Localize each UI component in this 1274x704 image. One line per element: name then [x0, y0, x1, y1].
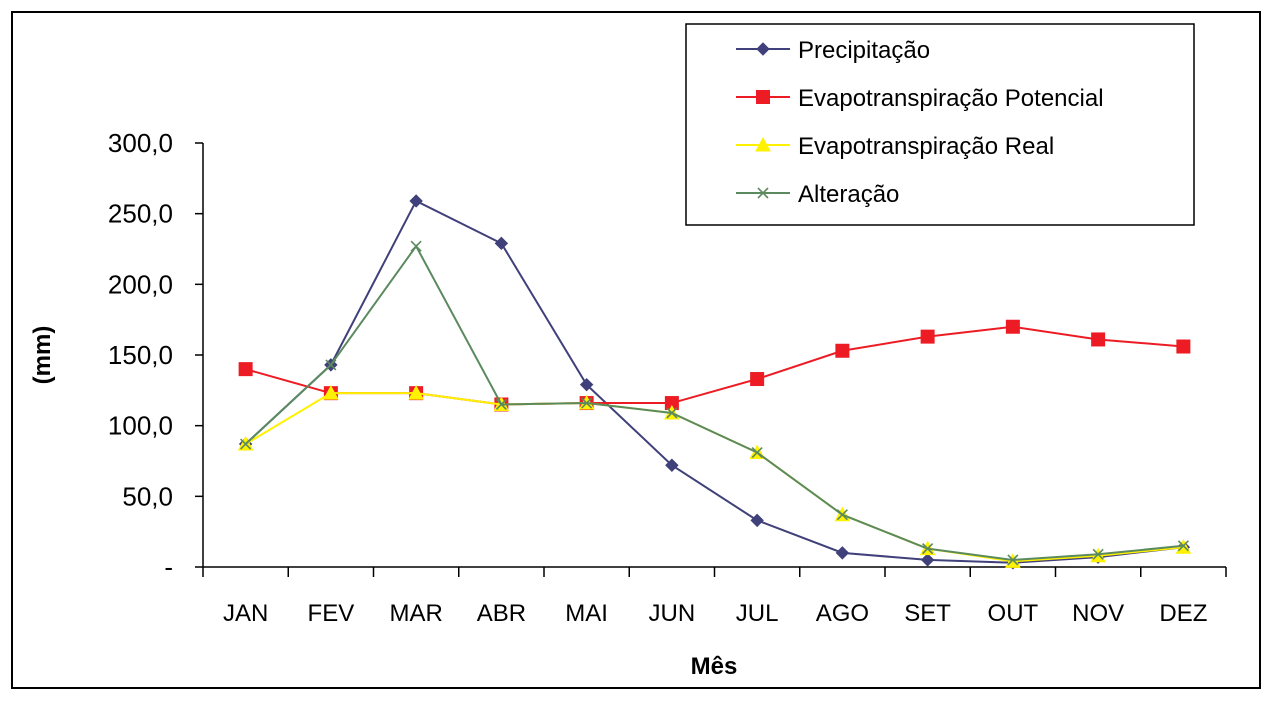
data-point: [409, 194, 423, 208]
x-tick-label: JAN: [223, 600, 268, 627]
data-point: [1005, 319, 1020, 334]
x-tick-label: MAI: [565, 600, 608, 627]
data-point: [835, 546, 850, 560]
data-point: [750, 513, 764, 528]
legend-item: Precipitação: [736, 37, 930, 64]
legend: Precipitação Evapotranspiração Potencial E…: [736, 37, 1104, 208]
x-marker-stroke: [757, 187, 769, 199]
data-point: [410, 240, 422, 252]
x-tick-label: SET: [904, 600, 951, 627]
x-marker-stroke: [1092, 548, 1104, 560]
data-point: [581, 397, 593, 409]
x-tick-label: MAR: [389, 600, 442, 627]
data-point: [750, 372, 765, 387]
data-point: [1176, 339, 1191, 354]
x-tick-label: AGO: [816, 600, 869, 627]
y-tick-label: 300,0: [108, 128, 173, 158]
data-point: [920, 329, 935, 344]
x-marker-stroke: [836, 509, 848, 521]
x-marker-stroke: [1007, 554, 1019, 566]
data-point: [1091, 332, 1106, 347]
y-tick-label: 100,0: [108, 411, 173, 441]
x-marker-stroke: [751, 446, 763, 459]
data-point: [836, 509, 848, 521]
legend-item: Alteração: [736, 181, 899, 208]
data-point: [579, 377, 594, 392]
data-point: [325, 359, 337, 371]
x-tick-label: JUL: [736, 600, 779, 627]
x-marker-stroke: [581, 397, 593, 409]
data-point: [1177, 540, 1189, 552]
series-layer: [237, 194, 1192, 570]
x-tick-label: ABR: [477, 600, 526, 627]
y-axis-title: (mm): [29, 326, 56, 385]
y-tick-label: 50,0: [122, 481, 173, 511]
x-marker-stroke: [495, 398, 507, 411]
series-line: [244, 244, 1184, 561]
data-point: [323, 385, 339, 400]
x-tick-label: NOV: [1072, 600, 1124, 627]
data-point: [751, 446, 763, 459]
legend-label: Evapotranspiração Real: [798, 133, 1054, 160]
data-point: [408, 385, 424, 400]
data-point: [922, 543, 934, 555]
x-marker-stroke: [1177, 540, 1189, 552]
x-tick-label: JUN: [649, 600, 696, 627]
x-marker-stroke: [410, 240, 422, 252]
legend-box: [685, 23, 1195, 226]
legend-label: Alteração: [798, 181, 899, 208]
y-tick-label: 200,0: [108, 269, 173, 299]
y-tick-label: -: [164, 552, 173, 582]
series-4: [240, 240, 1189, 566]
data-point: [1092, 548, 1104, 560]
data-point: [1007, 554, 1019, 566]
data-point: [494, 236, 509, 251]
data-point: [665, 458, 679, 472]
y-axis-ticks: - 50,0 100,0 150,0 200,0 250,0 300,0: [108, 128, 203, 582]
data-point: [920, 553, 935, 567]
x-axis-title: Mês: [691, 653, 738, 680]
data-point: [240, 438, 252, 450]
series-line: [244, 199, 1184, 564]
x-axis-ticks: JAN FEV MAR ABR MAI JUN JUL AGO SET OUT NOV DEZ: [202, 567, 1227, 627]
y-tick-label: 250,0: [108, 199, 173, 229]
x-marker-stroke: [325, 359, 337, 371]
legend-label: Precipitação: [798, 37, 930, 64]
x-tick-label: DEZ: [1159, 600, 1207, 627]
legend-marker: [756, 42, 770, 56]
data-point: [495, 398, 507, 411]
x-marker-stroke: [922, 543, 934, 555]
y-tick-label: 150,0: [108, 340, 173, 370]
x-marker-stroke: [240, 438, 252, 450]
legend-item: Evapotranspiração Potencial: [736, 85, 1104, 112]
legend-marker: [756, 90, 770, 104]
data-point: [666, 407, 678, 419]
legend-item: Evapotranspiração Real: [736, 133, 1054, 160]
x-tick-label: FEV: [308, 600, 355, 627]
x-marker-stroke: [666, 407, 678, 419]
data-point: [835, 343, 850, 358]
legend-marker: [755, 136, 771, 152]
data-point: [238, 362, 253, 377]
x-tick-label: OUT: [988, 600, 1039, 627]
legend-marker: [757, 187, 769, 199]
legend-label: Evapotranspiração Potencial: [798, 85, 1104, 112]
